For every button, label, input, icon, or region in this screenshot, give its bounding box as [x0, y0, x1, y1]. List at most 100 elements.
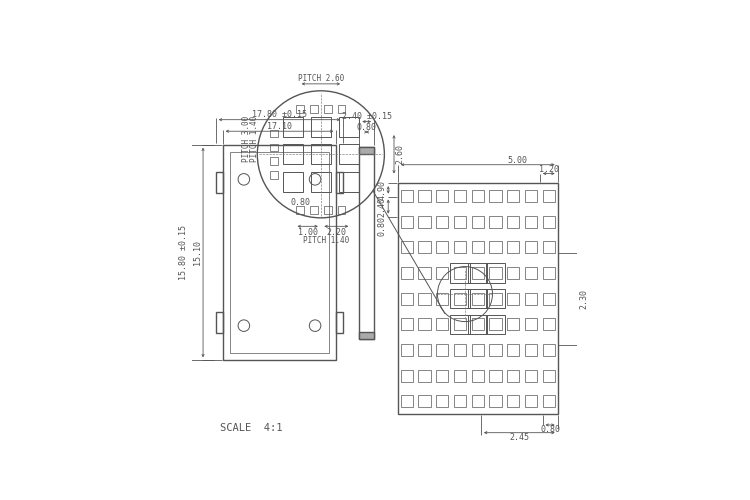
Bar — [454, 396, 466, 407]
Bar — [486, 314, 506, 334]
Bar — [490, 370, 502, 382]
Text: 2.40 ±0.15: 2.40 ±0.15 — [342, 112, 392, 121]
Bar — [310, 105, 318, 112]
Text: 5.00: 5.00 — [508, 156, 528, 164]
Text: PITCH 1.40: PITCH 1.40 — [303, 236, 350, 246]
Bar — [310, 172, 331, 192]
Bar — [400, 370, 412, 382]
Bar — [338, 206, 346, 214]
Bar — [419, 370, 430, 382]
Bar — [296, 206, 304, 214]
Text: 4.90: 4.90 — [377, 180, 386, 200]
Text: 0.80: 0.80 — [377, 216, 386, 236]
Bar — [525, 216, 537, 228]
Bar — [400, 292, 412, 304]
Text: 2.60: 2.60 — [396, 144, 405, 165]
Bar — [507, 267, 519, 279]
Bar — [400, 396, 412, 407]
Bar — [454, 267, 466, 279]
Bar — [419, 242, 430, 254]
Bar — [230, 152, 329, 354]
Bar — [270, 130, 278, 138]
Bar — [436, 318, 448, 330]
Bar — [436, 344, 448, 356]
Bar — [454, 216, 466, 228]
Text: 2.45: 2.45 — [509, 433, 530, 442]
Bar — [543, 216, 555, 228]
Bar — [296, 105, 304, 112]
Bar — [490, 216, 502, 228]
Text: 0.80: 0.80 — [540, 425, 560, 434]
Text: 2.40: 2.40 — [377, 196, 386, 216]
Bar — [472, 318, 484, 330]
Bar — [543, 242, 555, 254]
Bar — [507, 396, 519, 407]
Bar — [490, 267, 502, 279]
Bar — [525, 190, 537, 202]
Bar — [216, 312, 223, 334]
Bar — [436, 370, 448, 382]
Text: 17.80 ±0.15: 17.80 ±0.15 — [252, 110, 307, 119]
Bar — [216, 172, 223, 193]
Bar — [454, 370, 466, 382]
Bar — [359, 146, 374, 339]
Bar — [310, 116, 331, 136]
Bar — [270, 144, 278, 151]
Bar — [490, 292, 502, 304]
Bar — [525, 344, 537, 356]
Text: 1.20: 1.20 — [538, 165, 559, 174]
Bar — [543, 267, 555, 279]
Text: 0.80: 0.80 — [357, 123, 376, 132]
Bar — [336, 312, 344, 334]
Bar — [324, 206, 332, 214]
Bar — [472, 216, 484, 228]
Bar — [400, 190, 412, 202]
Text: 17.10: 17.10 — [267, 122, 292, 131]
Text: 0.80: 0.80 — [290, 198, 310, 207]
Bar — [400, 318, 412, 330]
Text: 2.20: 2.20 — [326, 228, 346, 236]
Text: PITCH 3.00: PITCH 3.00 — [242, 116, 251, 162]
Bar — [436, 190, 448, 202]
Bar — [525, 292, 537, 304]
Bar — [454, 318, 466, 330]
Bar — [450, 264, 470, 282]
Bar — [490, 396, 502, 407]
Bar — [543, 292, 555, 304]
Bar — [507, 318, 519, 330]
Bar — [468, 264, 488, 282]
Bar — [490, 318, 502, 330]
Bar — [283, 172, 303, 192]
Bar — [468, 289, 488, 308]
Text: 15.80 ±0.15: 15.80 ±0.15 — [179, 225, 188, 280]
Text: PITCH 1.40: PITCH 1.40 — [250, 116, 259, 162]
Bar — [472, 396, 484, 407]
Bar — [507, 216, 519, 228]
Bar — [454, 292, 466, 304]
Bar — [454, 190, 466, 202]
Bar — [525, 370, 537, 382]
Bar — [507, 242, 519, 254]
Bar — [472, 190, 484, 202]
Text: PITCH 2.60: PITCH 2.60 — [298, 74, 344, 82]
Bar — [507, 190, 519, 202]
Bar — [507, 370, 519, 382]
Bar — [454, 344, 466, 356]
Bar — [338, 105, 346, 112]
Text: 1.00: 1.00 — [298, 228, 317, 236]
Bar — [490, 344, 502, 356]
Bar — [359, 332, 374, 339]
Bar — [543, 318, 555, 330]
Bar — [419, 344, 430, 356]
Bar — [436, 267, 448, 279]
Bar — [338, 144, 358, 165]
Bar — [359, 146, 374, 154]
Bar — [400, 267, 412, 279]
Bar — [486, 289, 506, 308]
Bar — [543, 396, 555, 407]
Bar — [283, 144, 303, 165]
Bar — [507, 292, 519, 304]
Bar — [436, 292, 448, 304]
Bar — [472, 242, 484, 254]
Bar — [419, 267, 430, 279]
